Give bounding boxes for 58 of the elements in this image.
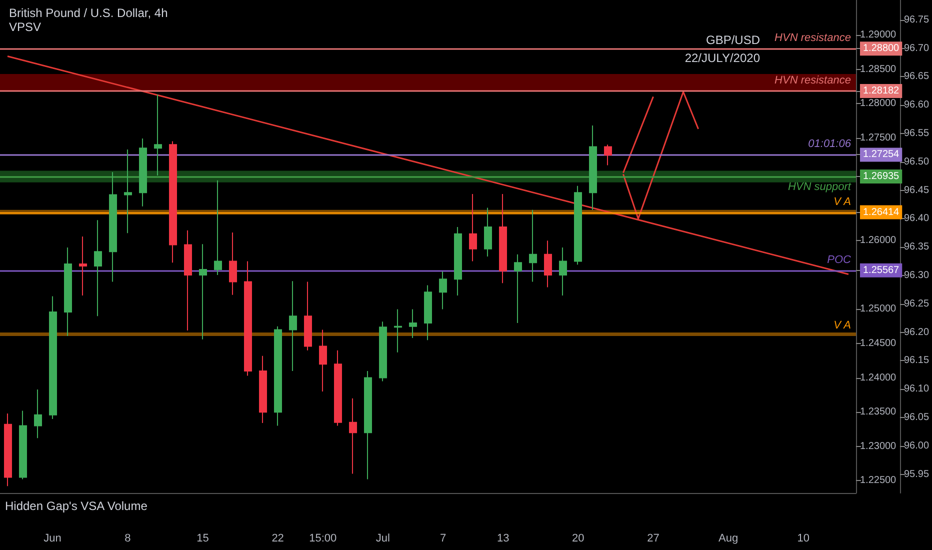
y-tick-label: 1.27254 (862, 149, 900, 160)
y2-tick-label: 96.40 (904, 213, 930, 224)
x-tick-label: 27 (647, 532, 660, 544)
x-tick-label: 13 (496, 532, 510, 544)
y-tick-label: 1.23000 (860, 440, 897, 452)
y-tick-label: 1.27500 (860, 132, 897, 144)
y-tick-label: 1.22500 (860, 475, 897, 486)
y-tick-label: 1.25000 (860, 304, 897, 315)
text: VPSV (9, 20, 42, 34)
annotation: 22/JULY/2020 (684, 51, 760, 65)
ref-line-label: POC (827, 254, 852, 266)
y-tick-label: 1.24000 (860, 372, 897, 384)
x-tick-label: Aug (718, 532, 738, 544)
y-tick-label: 1.28800 (862, 43, 900, 54)
x-tick-label: 10 (797, 532, 810, 544)
y2-tick-label: 96.55 (904, 128, 930, 139)
y2-tick-label: 96.65 (904, 71, 930, 82)
y-tick-label: 1.23500 (860, 406, 897, 418)
band-label: V A (834, 319, 851, 332)
y-tick-label: 1.24500 (860, 338, 897, 350)
y-tick-label: 1.26935 (862, 171, 900, 182)
ref-line-label: HVN resistance (774, 74, 851, 87)
annotation: GBP/USD (706, 33, 760, 47)
x-tick-label: 20 (572, 532, 584, 544)
y2-tick-label: 96.10 (904, 384, 930, 395)
y2-tick-label: 96.00 (904, 440, 930, 452)
y2-tick-label: 96.45 (904, 184, 930, 196)
y2-tick-label: 96.75 (904, 14, 930, 26)
y2-tick-label: 96.70 (904, 42, 930, 54)
y2-tick-label: 96.25 (904, 298, 930, 310)
ref-line-label: HVN support (788, 181, 852, 194)
y-tick-label: 1.29000 (860, 29, 897, 40)
y2-tick-label: 95.95 (904, 468, 930, 480)
y2-tick-label: 96.20 (904, 326, 930, 338)
y2-tick-label: 96.30 (904, 270, 930, 281)
ref-line-label: HVN resistance (774, 32, 851, 44)
text: British Pound / U.S. Dollar, 4h (9, 6, 168, 20)
x-tick-label: 22 (272, 532, 284, 544)
x-tick-label: 8 (124, 532, 131, 544)
y2-tick-label: 96.15 (904, 355, 930, 366)
ref-line-label: V A (834, 196, 851, 208)
y2-tick-label: 96.35 (904, 242, 930, 253)
x-tick-label: Jul (376, 532, 390, 544)
y2-tick-label: 96.05 (904, 412, 930, 423)
text: Hidden Gap's VSA Volume (5, 499, 148, 513)
x-tick-label: 7 (440, 532, 446, 544)
x-tick-label: 15 (196, 532, 209, 544)
y2-tick-label: 96.60 (904, 100, 930, 111)
x-tick-label: 15:00 (309, 532, 337, 544)
y-tick-label: 1.28182 (862, 86, 900, 97)
ref-line-label: 01:01:06 (808, 138, 852, 150)
y2-tick-label: 96.50 (904, 156, 930, 168)
y-tick-label: 1.28000 (860, 98, 897, 110)
y-tick-label: 1.26414 (862, 206, 900, 218)
x-tick-label: Jun (44, 532, 62, 544)
y-tick-label: 1.26000 (860, 235, 897, 246)
y-tick-label: 1.25567 (862, 264, 900, 276)
y-tick-label: 1.28500 (860, 64, 897, 75)
